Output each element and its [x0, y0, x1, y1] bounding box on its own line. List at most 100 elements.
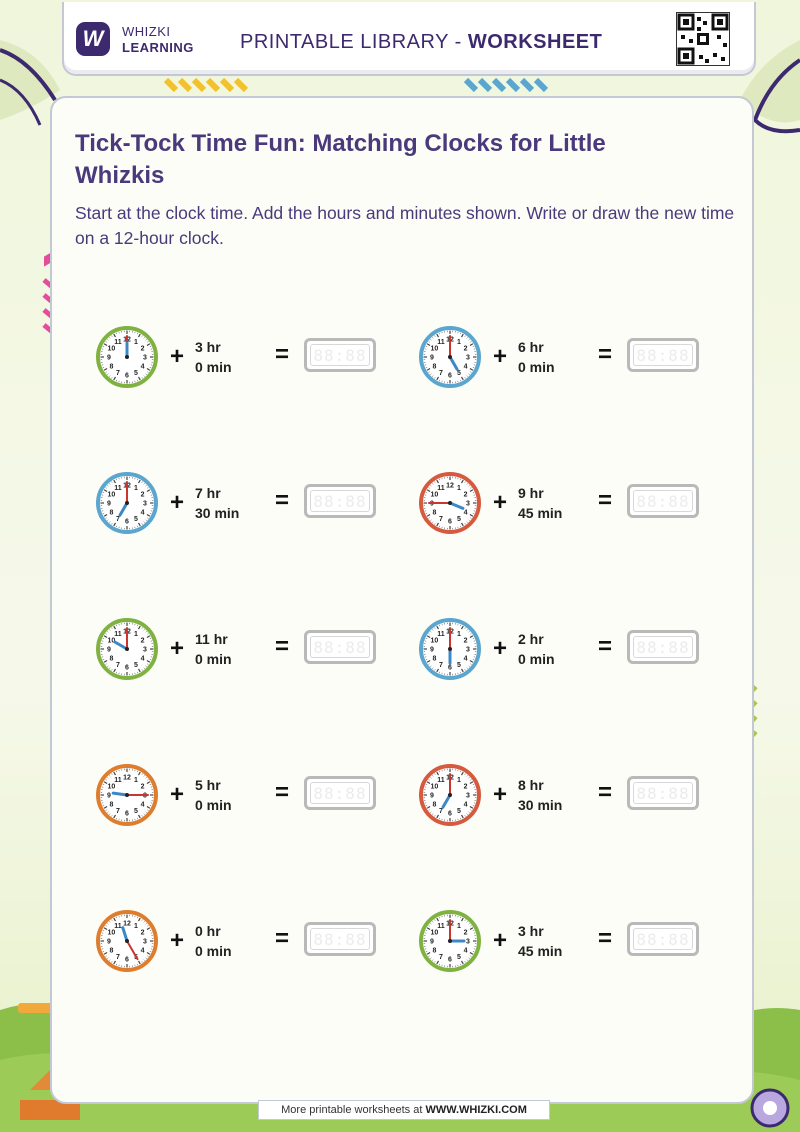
answer-digital-clock[interactable]: 88:88 — [627, 922, 699, 956]
answer-digital-clock[interactable]: 88:88 — [627, 776, 699, 810]
clock-tick — [432, 959, 434, 961]
clock-tick — [147, 517, 149, 519]
clock-tick — [141, 523, 143, 525]
add-hours: 7 hr — [195, 485, 221, 501]
clock-tick — [469, 927, 474, 931]
clock-tick — [434, 669, 436, 671]
clock-tick — [145, 519, 147, 521]
clock-tick — [430, 339, 432, 341]
clock-tick — [468, 339, 470, 341]
clock-tick — [137, 625, 141, 630]
clock-tick — [147, 371, 149, 373]
clock-center — [448, 939, 452, 943]
answer-digital-clock[interactable]: 88:88 — [627, 630, 699, 664]
clock-number: 3 — [466, 647, 470, 654]
header-title-bold: WORKSHEET — [467, 31, 603, 53]
clock-number: 5 — [134, 370, 138, 377]
clock-tick — [459, 624, 462, 627]
clock-number: 9 — [107, 355, 111, 362]
clock-tick — [470, 925, 472, 927]
clock-tick — [436, 333, 440, 338]
answer-digital-clock[interactable]: 88:88 — [304, 484, 376, 518]
plus-sign: + — [170, 781, 185, 808]
clock-tick — [464, 377, 466, 379]
answer-digital-clock[interactable]: 88:88 — [304, 630, 376, 664]
problem-item: 121234567891011+3 hr0 min=88:88 — [95, 325, 415, 395]
clock-number: 11 — [114, 777, 122, 784]
clock-tick — [426, 367, 431, 371]
clock-tick — [460, 479, 464, 484]
clock-tick — [426, 951, 431, 955]
analog-clock-icon: 121234567891011 — [96, 618, 158, 680]
hour-hand — [118, 501, 129, 517]
clock-number: 3 — [143, 939, 147, 946]
clock-tick — [103, 781, 108, 785]
clock-tick — [141, 669, 143, 671]
clock-tick — [460, 917, 464, 922]
clock-number: 2 — [464, 346, 468, 353]
clock-number: 10 — [108, 930, 116, 937]
footer-url[interactable]: WWW.WHIZKI.COM — [425, 1104, 527, 1116]
clock-number: 6 — [448, 811, 452, 818]
clock-number: 5 — [457, 808, 461, 815]
clock-tick — [115, 770, 118, 773]
clock-tick — [113, 333, 117, 338]
clock-number: 4 — [141, 948, 145, 955]
clock-tick — [425, 366, 428, 369]
clock-number: 9 — [107, 793, 111, 800]
equals-sign: = — [275, 779, 290, 806]
clock-tick — [460, 625, 464, 630]
answer-digital-clock[interactable]: 88:88 — [304, 922, 376, 956]
clock-tick — [141, 815, 143, 817]
clock-tick — [469, 805, 474, 809]
clock-tick — [426, 781, 431, 785]
clock-number: 3 — [466, 939, 470, 946]
clock-number: 6 — [448, 373, 452, 380]
clock-tick — [466, 337, 468, 339]
clock-number: 3 — [143, 501, 147, 508]
clock-tick — [105, 955, 107, 957]
clock-number: 7 — [439, 808, 443, 815]
clock-number: 10 — [108, 784, 116, 791]
answer-digital-clock[interactable]: 88:88 — [627, 338, 699, 372]
clock-tick — [109, 959, 111, 961]
clock-tick — [466, 775, 468, 777]
clock-tick — [469, 635, 474, 639]
clock-tick — [149, 366, 152, 369]
clock-number: 4 — [464, 802, 468, 809]
clock-tick — [115, 525, 118, 528]
clock-tick — [141, 919, 143, 921]
clock-center — [448, 355, 452, 359]
equals-sign: = — [598, 633, 613, 660]
clock-center — [448, 647, 452, 651]
add-minutes: 0 min — [518, 359, 555, 375]
equals-sign: = — [598, 487, 613, 514]
clock-tick — [147, 663, 149, 665]
clock-number: 8 — [109, 948, 113, 955]
answer-digital-clock[interactable]: 88:88 — [304, 338, 376, 372]
clock-tick — [109, 375, 111, 377]
clock-tick — [113, 771, 117, 776]
clock-tick — [432, 521, 434, 523]
clock-tick — [468, 485, 470, 487]
plus-sign: + — [493, 927, 508, 954]
clock-tick — [103, 635, 108, 639]
clock-number: 1 — [134, 339, 138, 346]
add-minutes: 30 min — [195, 505, 240, 521]
clock-tick — [147, 633, 149, 635]
clock-number: 11 — [437, 339, 445, 346]
clock-tick — [103, 343, 108, 347]
clock-number: 10 — [431, 346, 439, 353]
clock-center — [125, 939, 129, 943]
clock-tick — [111, 335, 113, 337]
clock-tick — [470, 809, 472, 811]
answer-digital-clock[interactable]: 88:88 — [304, 776, 376, 810]
hour-hand — [441, 793, 452, 809]
answer-digital-clock[interactable]: 88:88 — [627, 484, 699, 518]
clock-number: 6 — [125, 957, 129, 964]
clock-tick — [109, 667, 111, 669]
clock-number: 10 — [431, 492, 439, 499]
time-to-add: 6 hr 0 min — [518, 337, 578, 377]
add-minutes: 0 min — [195, 651, 232, 667]
footer-banner[interactable]: More printable worksheets at WWW.WHIZKI.… — [258, 1100, 550, 1120]
